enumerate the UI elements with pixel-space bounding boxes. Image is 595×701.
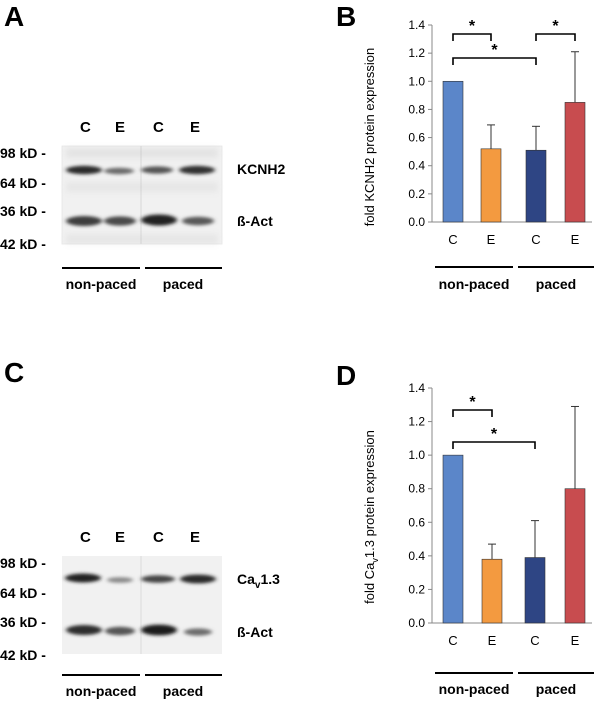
significance-bracket-d-1	[452, 409, 493, 417]
y-tick-label-d: 1.4	[408, 381, 425, 395]
bar-d-3	[524, 557, 546, 624]
y-tick-label-d: 0.4	[408, 549, 425, 563]
bar-b-3	[525, 149, 547, 223]
group-label-d-paced: paced	[536, 681, 576, 697]
panel-letter-d: D	[336, 360, 356, 391]
category-label-b-1: C	[448, 232, 457, 247]
bar-chart-b: 0.0 0.2 0.4 0.6 0.8 1.0 1.2 1.4 C E C E * * *	[408, 18, 592, 247]
significance-star-d-1: *	[469, 394, 476, 411]
y-tick-label-b: 0.2	[408, 187, 425, 201]
group-label-d-nonpaced: non-paced	[439, 681, 510, 697]
y-tick-label-b: 0.8	[408, 102, 425, 116]
y-tick-label-d: 0.2	[408, 582, 425, 596]
significance-bracket-d-2	[452, 441, 536, 449]
category-label-b-2: E	[487, 232, 496, 247]
marker-a-36: 36 kD -	[0, 203, 46, 219]
lane-label-c-1: C	[80, 529, 91, 546]
panel-c: C C E C E 98 kD - 64 kD - 36 kD - 42 kD …	[0, 357, 280, 699]
band-label-cav13: Cav1.3	[237, 571, 280, 591]
lane-label-c-4: E	[190, 529, 200, 546]
bar-b-4	[564, 102, 586, 223]
y-tick-label-b: 0.0	[408, 215, 425, 229]
y-axis-label-b: fold KCNH2 protein expression	[362, 48, 377, 226]
bar-b-2	[480, 148, 502, 223]
marker-c-42: 42 kD -	[0, 647, 46, 663]
band-label-actin-a: ß-Act	[237, 213, 273, 229]
y-tick-label-d: 0.0	[408, 616, 425, 630]
category-label-d-3: C	[530, 633, 539, 648]
group-label-b-nonpaced: non-paced	[439, 276, 510, 292]
panel-d: D fold Cav1.3 protein expression 0.00.20…	[336, 360, 594, 697]
panel-a: A C E C E	[0, 1, 285, 292]
y-tick-label-d: 1.2	[408, 415, 425, 429]
marker-a-42: 42 kD -	[0, 236, 46, 252]
group-label-a-paced: paced	[163, 276, 203, 292]
group-label-c-paced: paced	[163, 683, 203, 699]
lane-label-a-4: E	[190, 119, 200, 136]
panel-letter-c: C	[4, 357, 24, 388]
y-tick-label-d: 0.6	[408, 515, 425, 529]
marker-c-98: 98 kD -	[0, 555, 46, 571]
category-label-b-4: E	[571, 232, 580, 247]
significance-bracket-b-1	[452, 33, 492, 41]
significance-star-b-1: *	[469, 18, 476, 35]
western-blot-c	[62, 556, 222, 654]
y-tick-label-d: 1.0	[408, 448, 425, 462]
y-tick-label-b: 1.2	[408, 46, 425, 60]
y-tick-label-b: 1.4	[408, 18, 425, 32]
group-label-b-paced: paced	[536, 276, 576, 292]
significance-bracket-b-3	[452, 57, 537, 65]
lane-label-a-3: C	[153, 119, 164, 136]
y-axis-label-d: fold Cav1.3 protein expression	[362, 430, 380, 604]
group-label-c-nonpaced: non-paced	[66, 683, 137, 699]
bar-chart-d: 0.0 0.2 0.4 0.6 0.8 1.0 1.2 1.4 C E C E * *	[408, 381, 592, 648]
significance-star-b-3: *	[491, 42, 498, 59]
y-tick-label-d: 0.8	[408, 482, 425, 496]
bar-d-2	[481, 558, 503, 624]
band-label-kcnh2: KCNH2	[237, 161, 285, 177]
western-blot-a	[61, 145, 223, 245]
lane-label-a-2: E	[115, 119, 125, 136]
marker-a-98: 98 kD -	[0, 145, 46, 161]
significance-bracket-b-2	[535, 33, 576, 41]
band-label-actin-c: ß-Act	[237, 624, 273, 640]
panel-letter-b: B	[336, 1, 356, 32]
y-tick-label-b: 0.6	[408, 131, 425, 145]
category-label-d-1: C	[448, 633, 457, 648]
significance-star-d-2: *	[491, 426, 498, 443]
panel-b: B fold KCNH2 protein expression 0.00.20.…	[336, 1, 594, 292]
y-tick-label-b: 0.4	[408, 159, 425, 173]
bar-d-4	[564, 488, 586, 624]
category-label-b-3: C	[531, 232, 540, 247]
marker-c-64: 64 kD -	[0, 585, 46, 601]
y-tick-label-b: 1.0	[408, 74, 425, 88]
category-label-d-4: E	[571, 633, 580, 648]
lane-label-c-3: C	[153, 529, 164, 546]
category-label-d-2: E	[488, 633, 497, 648]
panel-letter-a: A	[4, 1, 24, 32]
marker-c-36: 36 kD -	[0, 614, 46, 630]
group-label-a-nonpaced: non-paced	[66, 276, 137, 292]
lane-label-c-2: E	[115, 529, 125, 546]
bar-b-1	[442, 80, 464, 223]
marker-a-64: 64 kD -	[0, 175, 46, 191]
bar-d-1	[442, 454, 464, 624]
lane-label-a-1: C	[80, 119, 91, 136]
significance-star-b-2: *	[552, 18, 559, 35]
